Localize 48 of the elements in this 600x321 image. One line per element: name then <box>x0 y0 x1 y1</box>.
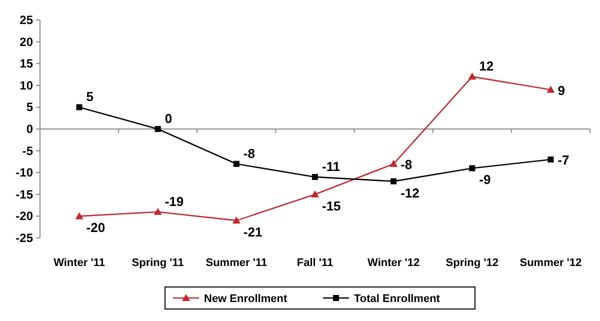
point <box>311 190 319 198</box>
point <box>233 160 240 167</box>
y-tick-label: 25 <box>20 13 34 27</box>
y-tick-label: -25 <box>16 231 34 245</box>
x-tick-label: Spring '12 <box>446 257 499 269</box>
x-tick-label: Summer '12 <box>520 257 582 269</box>
y-tick-label: -10 <box>16 166 34 180</box>
data-label: -8 <box>400 156 412 172</box>
y-tick-label: 0 <box>26 122 34 136</box>
point <box>390 178 397 184</box>
point <box>232 216 240 224</box>
legend-label: New Enrollment <box>204 293 288 305</box>
y-tick-label: -20 <box>16 209 34 224</box>
data-label: -7 <box>558 152 570 168</box>
data-label: 0 <box>164 111 172 126</box>
data-label: -20 <box>86 220 106 236</box>
point <box>548 156 554 163</box>
y-tick-label: -5 <box>22 144 34 158</box>
data-label: -9 <box>479 172 491 188</box>
x-tick-label: Spring '11 <box>132 257 184 269</box>
data-label: 12 <box>479 58 494 74</box>
point <box>154 126 161 132</box>
point <box>75 212 84 220</box>
legend-label: Total Enrollment <box>354 293 440 305</box>
data-label: -15 <box>322 198 341 214</box>
data-label: -21 <box>243 224 262 240</box>
data-label: -11 <box>322 158 340 174</box>
data-label: -19 <box>164 194 184 209</box>
x-tick-label: Winter '12 <box>368 257 420 269</box>
y-tick-label: 15 <box>20 56 34 71</box>
y-tick-label: 5 <box>26 100 34 114</box>
y-tick-label: 20 <box>20 34 34 49</box>
point <box>469 165 476 172</box>
data-label: 5 <box>86 89 94 104</box>
point <box>312 174 318 180</box>
point <box>76 104 82 110</box>
x-tick-label: Summer '11 <box>206 257 268 269</box>
data-label: -8 <box>243 146 255 161</box>
point <box>154 208 162 215</box>
y-tick-label: 10 <box>20 78 34 92</box>
point <box>546 86 555 93</box>
point <box>468 72 476 80</box>
data-label: -12 <box>400 185 420 200</box>
x-tick-label: Winter '11 <box>54 257 106 269</box>
y-tick-label: -15 <box>16 187 34 202</box>
x-tick-label: Fall '11 <box>296 257 334 269</box>
data-label: 9 <box>558 82 565 98</box>
point <box>390 160 398 167</box>
